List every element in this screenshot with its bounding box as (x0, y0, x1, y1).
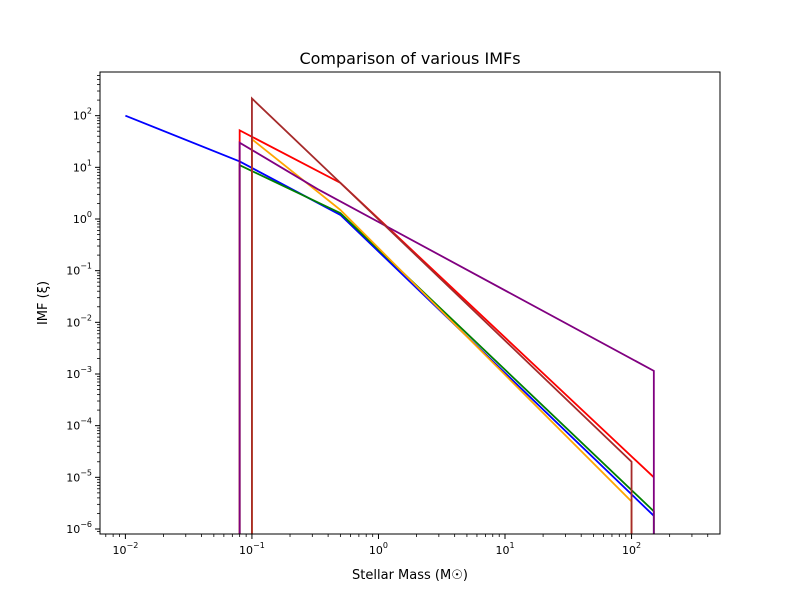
chart-title: Comparison of various IMFs (299, 49, 520, 68)
x-tick-label: 102 (622, 541, 641, 557)
x-tick-label: 10−2 (112, 541, 138, 557)
y-axis-label: IMF (ξ) (36, 281, 51, 325)
plot-frame (99, 71, 721, 535)
y-tick-label: 10−1 (66, 262, 92, 278)
y-tick-label: 10−3 (66, 365, 92, 381)
series-line-6 (251, 96, 633, 534)
x-tick-label: 100 (369, 541, 388, 557)
y-axis: 102 101 100 10−1 10−2 10−3 10−4 10−5 10−6 (66, 75, 100, 536)
y-tick-label: 101 (73, 158, 92, 174)
x-tick-label: 10−1 (239, 541, 265, 557)
series-line-5 (238, 141, 655, 534)
x-axis-label: Stellar Mass (M☉) (352, 568, 468, 583)
x-tick-label: 101 (495, 541, 514, 557)
x-axis: 10−2 10−1 100 101 102 (105, 534, 709, 557)
y-tick-label: 10−5 (66, 468, 92, 484)
y-tick-label: 102 (73, 107, 92, 123)
y-tick-label: 100 (73, 210, 92, 226)
y-tick-label: 10−6 (66, 520, 92, 536)
series-layer (125, 96, 655, 534)
y-tick-label: 10−4 (66, 417, 92, 433)
y-tick-label: 10−2 (66, 313, 92, 329)
